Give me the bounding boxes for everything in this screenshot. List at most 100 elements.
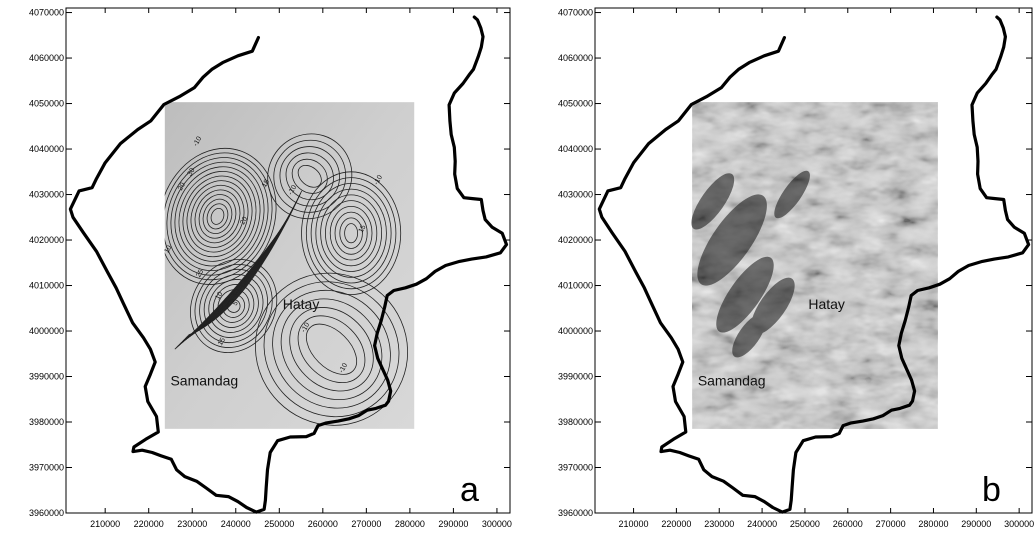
contour-line <box>280 298 383 401</box>
x-tick-label: 240000 <box>747 519 777 529</box>
map-frame <box>65 7 511 514</box>
x-tick-label: 270000 <box>876 519 906 529</box>
contour-label: -10 <box>373 174 384 186</box>
contour-line <box>188 190 303 336</box>
contour-line <box>325 200 378 267</box>
contour-line <box>164 152 273 281</box>
x-tick-label: 250000 <box>790 519 820 529</box>
x-tick-label: 230000 <box>704 519 734 529</box>
x-tick-label: 220000 <box>661 519 691 529</box>
contour-line <box>279 146 340 207</box>
x-tick-label: 280000 <box>395 519 425 529</box>
relief-ridges <box>691 170 810 358</box>
contour-line <box>272 289 391 409</box>
relief-ridge <box>774 170 810 219</box>
y-tick-label: 3990000 <box>558 372 593 382</box>
y-tick-label: 3960000 <box>558 508 593 518</box>
contour-lines <box>164 133 409 426</box>
place-label-hatay: Hatay <box>283 296 320 312</box>
contour-label: 30 <box>187 167 197 177</box>
contour-line <box>291 158 328 194</box>
x-tick-label: 290000 <box>961 519 991 529</box>
x-tick-label: 300000 <box>1004 519 1034 529</box>
y-tick-label: 4040000 <box>558 144 593 154</box>
contour-label: -10 <box>338 362 349 374</box>
contour-label: 20 <box>177 182 187 192</box>
y-tick-label: 3980000 <box>29 417 64 427</box>
contour-line <box>178 170 257 262</box>
y-tick-label: 4030000 <box>29 190 64 200</box>
panel-letter: a <box>460 471 479 509</box>
x-tick-label: 280000 <box>918 519 948 529</box>
x-tick-label: 220000 <box>134 519 164 529</box>
contour-line <box>305 177 397 290</box>
contour-line <box>315 188 387 278</box>
contour-line <box>273 139 347 213</box>
contour-line <box>297 315 366 384</box>
contour-line <box>344 223 359 244</box>
province-boundary <box>68 15 509 514</box>
place-label-samandag: Samandag <box>698 373 766 389</box>
map-panel-b: Hatay Samandag 210000 220000 230000 240000 250… <box>558 7 1034 529</box>
contour-line <box>164 147 277 285</box>
y-tick-label: 3980000 <box>558 417 593 427</box>
contour-line <box>263 281 400 418</box>
y-tick-label: 4050000 <box>558 99 593 109</box>
contour-label: 15 <box>217 337 227 347</box>
y-tick-label: 4030000 <box>558 190 593 200</box>
x-tick-label: 270000 <box>351 519 381 529</box>
contour-line <box>190 184 245 248</box>
x-tick-label: 210000 <box>619 519 649 529</box>
axis-ticks <box>595 8 1032 514</box>
contour-line <box>202 198 233 234</box>
place-label-hatay: Hatay <box>808 296 845 312</box>
x-tick-label: 240000 <box>221 519 251 529</box>
contour-label: 10 <box>214 291 224 301</box>
y-tick-label: 3970000 <box>558 463 593 473</box>
contour-line <box>186 180 249 253</box>
contour-label: 20 <box>239 216 249 226</box>
y-tick-label: 4070000 <box>558 8 593 18</box>
relief-ridge <box>691 173 735 230</box>
x-tick-label: 300000 <box>482 519 512 529</box>
y-tick-label: 4060000 <box>558 53 593 63</box>
panel-letter: b <box>982 471 1001 509</box>
x-tick-label: 260000 <box>833 519 863 529</box>
contour-label: 5 <box>232 300 240 307</box>
y-tick-label: 4070000 <box>29 8 64 18</box>
axis-ticks <box>66 8 510 514</box>
contour-line <box>320 194 383 272</box>
contour-label: 25 <box>195 268 205 278</box>
x-tick-label: 230000 <box>177 519 207 529</box>
y-tick-label: 4060000 <box>29 53 64 63</box>
y-tick-label: 4020000 <box>558 235 593 245</box>
contour-line <box>170 161 265 271</box>
contour-label: -10 <box>300 321 311 333</box>
relief-ridge <box>697 194 767 286</box>
x-tick-label: 260000 <box>308 519 338 529</box>
contour-label: -10 <box>192 135 203 147</box>
y-tick-label: 4010000 <box>558 281 593 291</box>
relief-ridge <box>716 256 774 333</box>
map-panel-a: -1018-10-10302010202510515-1015-10HatayS… <box>29 7 512 529</box>
contour-label: 18 <box>261 178 271 188</box>
x-tick-label: 290000 <box>438 519 468 529</box>
contour-label: 15 <box>358 224 368 234</box>
y-tick-label: 4020000 <box>29 235 64 245</box>
contour-line <box>339 217 363 249</box>
y-tick-label: 3960000 <box>29 508 64 518</box>
x-tick-label: 210000 <box>90 519 120 529</box>
map-frame <box>594 7 1033 514</box>
contour-line <box>305 323 358 375</box>
province-boundary <box>597 15 1031 514</box>
contour-line <box>174 166 261 267</box>
contour-line <box>289 307 374 392</box>
contour-line <box>301 171 402 296</box>
y-tick-label: 4040000 <box>29 144 64 154</box>
contour-line <box>267 133 353 220</box>
y-tick-label: 3990000 <box>29 372 64 382</box>
y-tick-label: 4000000 <box>558 326 593 336</box>
contour-label: 10 <box>164 244 174 254</box>
